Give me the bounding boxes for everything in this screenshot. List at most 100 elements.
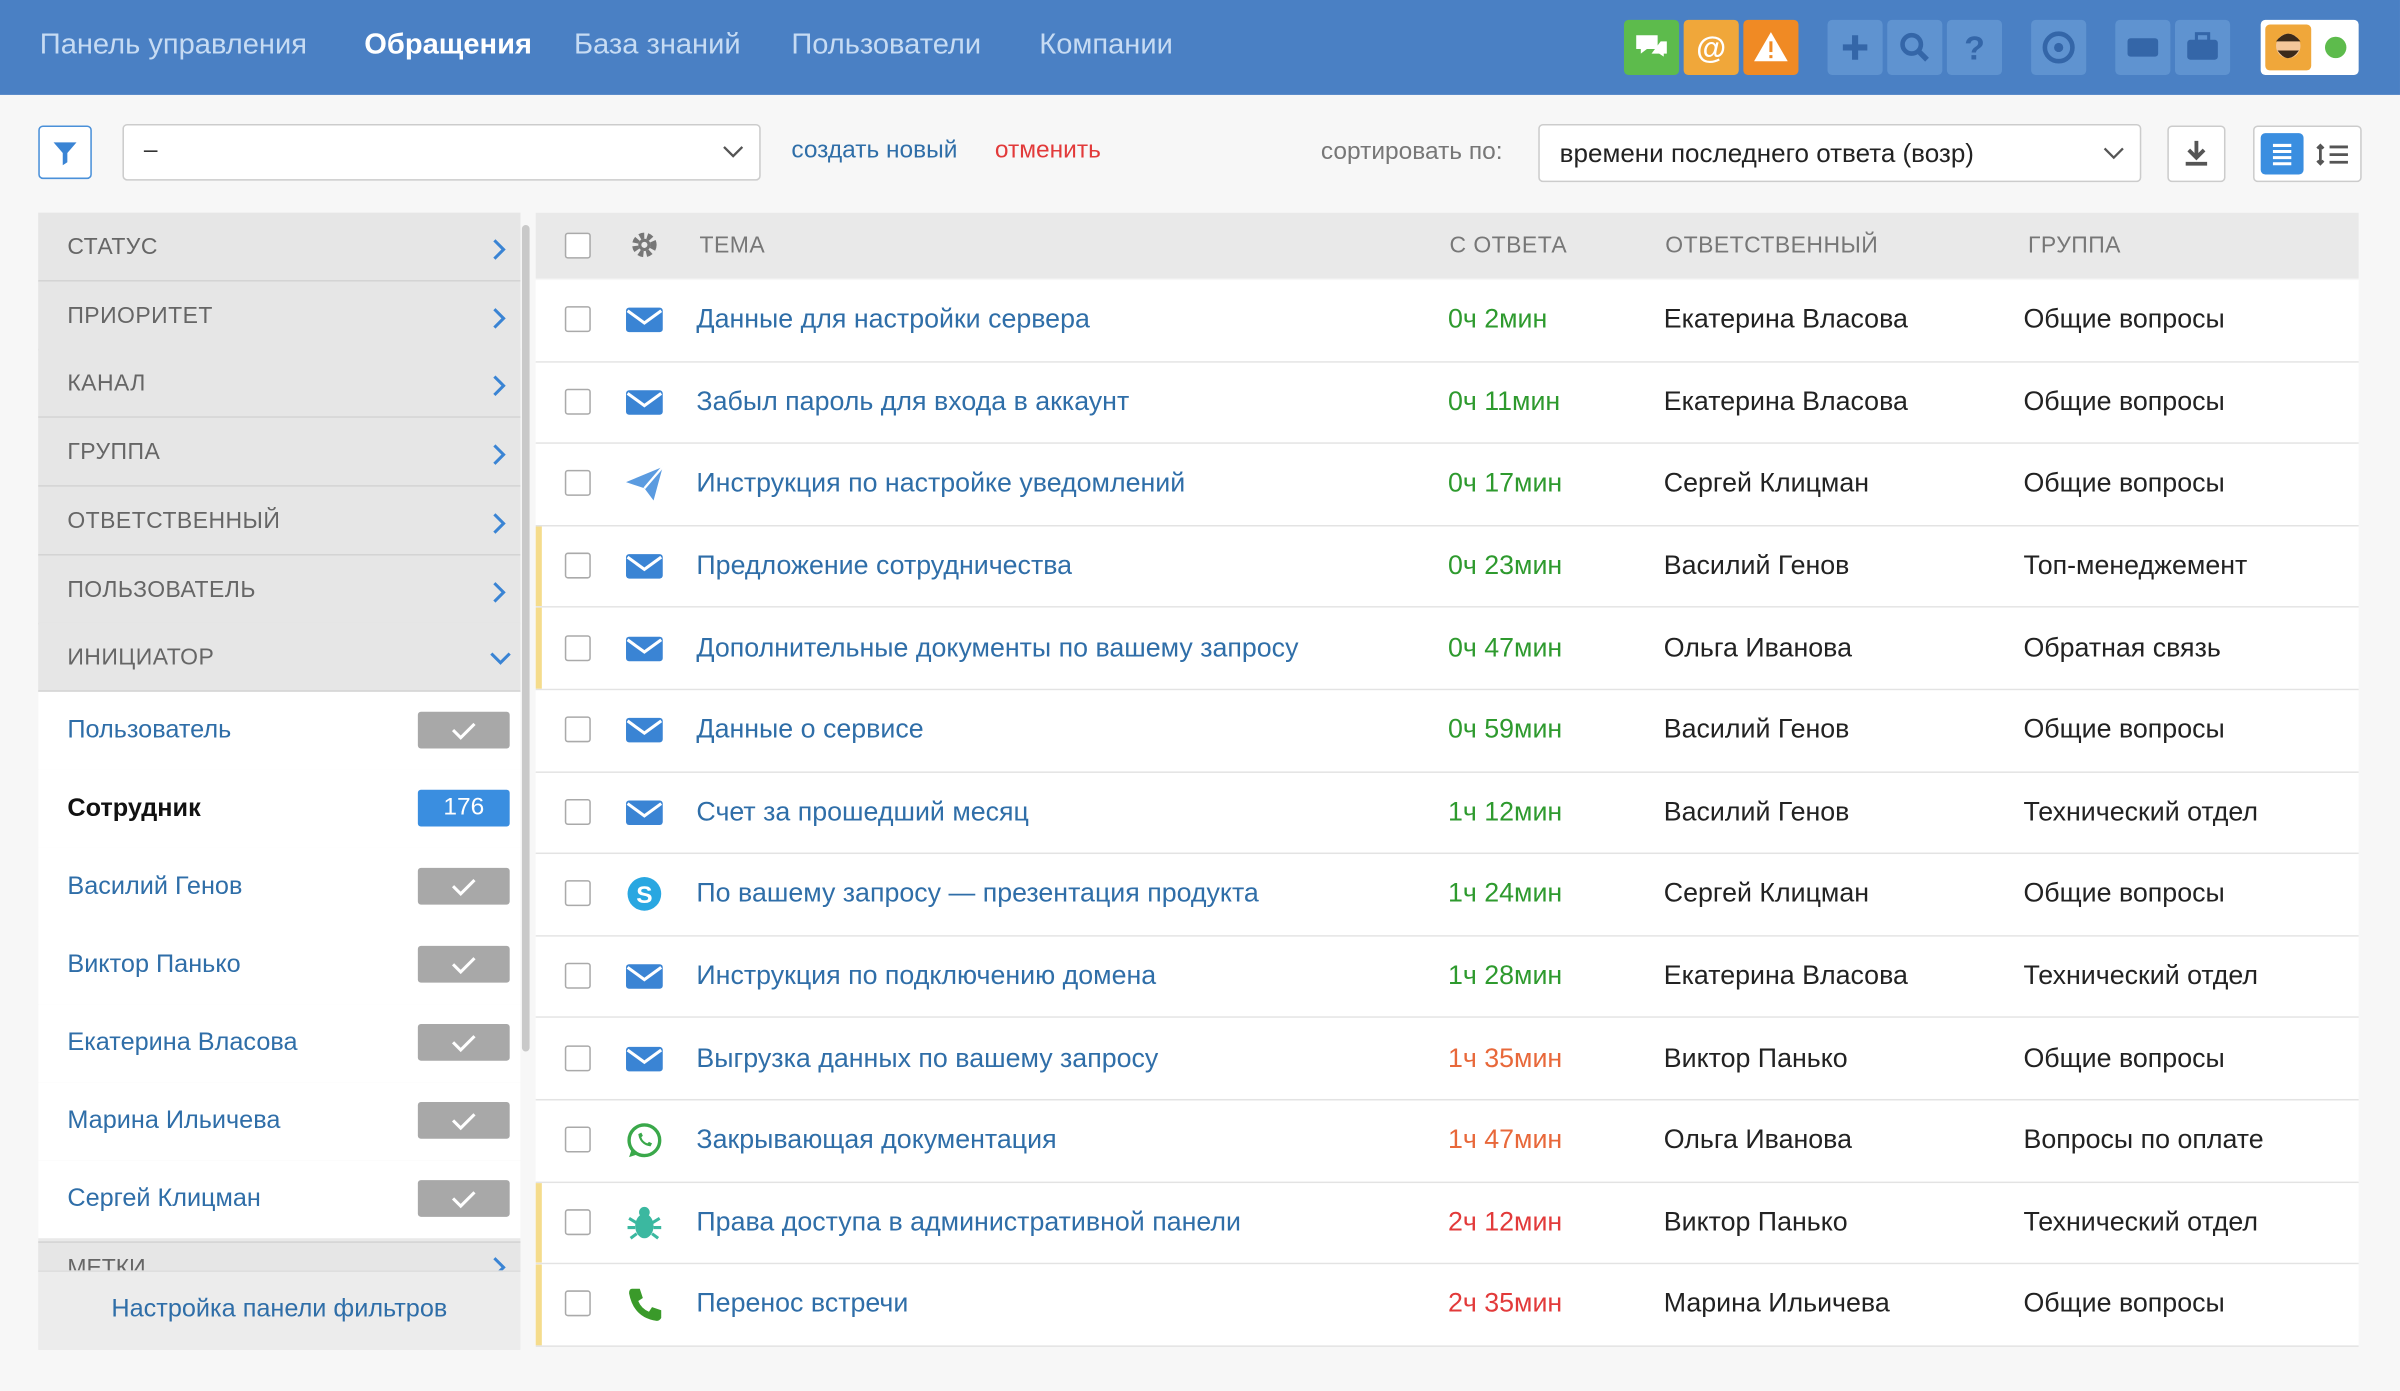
assignee: Екатерина Власова — [1663, 959, 1908, 991]
ticket-subject[interactable]: Права доступа в административной панели — [696, 1205, 1242, 1237]
nav-item[interactable]: Панель управления — [39, 29, 307, 62]
filter-option[interactable]: Марина Ильичева — [38, 1081, 521, 1161]
channel-icon — [624, 382, 664, 429]
filter-option[interactable]: Пользователь — [38, 691, 521, 770]
table-row[interactable]: Права доступа в административной панели 2… — [535, 1182, 2359, 1265]
row-checkbox[interactable] — [564, 306, 591, 333]
header-icon-button[interactable] — [2031, 19, 2087, 75]
icon — [626, 466, 664, 502]
icon — [627, 1206, 662, 1240]
column-header[interactable]: ОТВЕТСТВЕННЫЙ — [1665, 232, 1879, 259]
icon — [493, 581, 506, 602]
filter-option[interactable]: Виктор Панько — [38, 925, 521, 1004]
header-icon-button[interactable]: ? — [1946, 19, 2003, 75]
ticket-subject[interactable]: Инструкция по подключению домена — [696, 959, 1157, 991]
table-row[interactable]: Закрывающая документация 1ч 47мин Ольга Ив… — [535, 1100, 2359, 1183]
column-header[interactable]: С ОТВЕТА — [1449, 232, 1568, 259]
nav-item[interactable]: Компании — [1039, 29, 1173, 62]
table-row[interactable]: Дополнительные документы по вашему запро… — [535, 608, 2359, 691]
row-checkbox[interactable] — [564, 798, 591, 825]
header-icon-button[interactable] — [1887, 19, 1943, 75]
header-icon-button[interactable] — [2174, 19, 2231, 75]
nav-item[interactable]: База знаний — [573, 29, 741, 62]
row-checkbox[interactable] — [564, 880, 591, 907]
column-header[interactable]: ГРУППА — [2028, 232, 2121, 259]
header-icon-button[interactable] — [1743, 19, 1799, 75]
profile-button[interactable] — [2260, 19, 2359, 75]
table-row[interactable]: Данные о сервисе 0ч 59мин Василий Генов Общ… — [535, 690, 2359, 773]
option-check[interactable] — [417, 867, 510, 905]
row-checkbox[interactable] — [564, 634, 591, 661]
table-row[interactable]: S По вашему запросу — презентация продукт… — [535, 854, 2359, 937]
filter-section[interactable]: ОТВЕТСТВЕННЫЙ — [38, 486, 521, 556]
ticket-subject[interactable]: Забыл пароль для входа в аккаунт — [696, 385, 1130, 417]
table-row[interactable]: Выгрузка данных по вашему запросу 1ч 35ми… — [535, 1018, 2359, 1101]
channel-icon — [624, 300, 664, 347]
ticket-subject[interactable]: Инструкция по настройке уведомлений — [696, 467, 1186, 499]
settings-icon[interactable] — [631, 231, 659, 266]
nav-item[interactable]: Пользователи — [791, 29, 982, 62]
header-icon-button[interactable]: @ — [1683, 19, 1739, 75]
filter-section[interactable]: ПОЛЬЗОВАТЕЛЬ — [38, 554, 521, 624]
header-icon-button[interactable] — [1623, 19, 1680, 75]
table-row[interactable]: Перенос встречи 2ч 35мин Марина Ильичева Об… — [535, 1264, 2359, 1347]
ticket-subject[interactable]: Предложение сотрудничества — [696, 549, 1073, 581]
ticket-subject[interactable]: По вашему запросу — презентация продукта — [696, 877, 1259, 909]
row-checkbox[interactable] — [564, 716, 591, 743]
icon — [626, 308, 663, 333]
row-checkbox[interactable] — [564, 552, 591, 579]
table-row[interactable]: Предложение сотрудничества 0ч 23мин Васили… — [535, 526, 2359, 609]
row-checkbox[interactable] — [564, 962, 591, 989]
filter-section[interactable]: ИНИЦИАТОР — [38, 623, 521, 693]
filter-section[interactable]: СТАТУС — [38, 212, 521, 282]
table-row[interactable]: Забыл пароль для входа в аккаунт 0ч 11мин… — [535, 362, 2359, 445]
row-checkbox[interactable] — [564, 388, 591, 415]
select-all[interactable] — [564, 232, 591, 259]
create-link[interactable]: создать новый — [791, 137, 958, 164]
filter-footer[interactable]: Настройка панели фильтров — [38, 1270, 521, 1350]
nav-item[interactable]: Обращения — [364, 29, 532, 62]
row-checkbox[interactable] — [564, 470, 591, 497]
header-icon-button[interactable] — [1827, 19, 1883, 75]
cancel-link[interactable]: отменить — [994, 137, 1101, 164]
sort-select[interactable]: времени последнего ответа (возр) — [1538, 123, 2142, 183]
ticket-subject[interactable]: Данные о сервисе — [696, 713, 924, 745]
filter-section[interactable]: КАНАЛ — [38, 349, 521, 419]
filter-select[interactable]: – — [122, 123, 761, 181]
filter-option[interactable]: Сергей Клицман — [38, 1160, 521, 1239]
header-icon-button[interactable] — [2115, 19, 2171, 75]
time-since-reply: 1ч 24мин — [1447, 877, 1563, 909]
compact-icon[interactable] — [2313, 133, 2356, 174]
option-check[interactable] — [417, 1023, 510, 1061]
option-check[interactable] — [417, 1101, 510, 1139]
option-check[interactable] — [417, 1179, 510, 1217]
filter-button[interactable] — [38, 125, 92, 180]
ticket-subject[interactable]: Данные для настройки сервера — [696, 303, 1090, 335]
row-checkbox[interactable] — [564, 1044, 591, 1071]
table-row[interactable]: Счет за прошедший месяц 1ч 12мин Василий Г… — [535, 772, 2359, 855]
row-checkbox[interactable] — [564, 1126, 591, 1153]
list-view[interactable] — [2260, 133, 2304, 175]
table-row[interactable]: Инструкция по подключению домена 1ч 28мин… — [535, 936, 2359, 1019]
ticket-subject[interactable]: Закрывающая документация — [696, 1123, 1057, 1155]
view-toggle[interactable] — [2253, 125, 2362, 183]
ticket-subject[interactable]: Выгрузка данных по вашему запросу — [696, 1041, 1159, 1073]
option-check[interactable] — [417, 711, 510, 749]
table-row[interactable]: Данные для настройки сервера 0ч 2мин Екате… — [535, 280, 2359, 363]
chevron — [723, 146, 744, 158]
column-header[interactable]: ТЕМА — [699, 232, 766, 259]
icon — [451, 1034, 476, 1052]
row-checkbox[interactable] — [564, 1209, 591, 1236]
filter-section[interactable]: ПРИОРИТЕТ — [38, 281, 521, 351]
row-checkbox[interactable] — [564, 1291, 591, 1318]
ticket-subject[interactable]: Перенос встречи — [696, 1287, 909, 1319]
option-check[interactable] — [417, 945, 510, 983]
filter-option[interactable]: Сотрудник 176 — [38, 769, 521, 848]
ticket-subject[interactable]: Дополнительные документы по вашему запро… — [696, 631, 1299, 663]
download-button[interactable] — [2167, 125, 2226, 183]
filter-option[interactable]: Екатерина Власова — [38, 1003, 521, 1082]
filter-section[interactable]: ГРУППА — [38, 417, 521, 487]
ticket-subject[interactable]: Счет за прошедший месяц — [696, 795, 1029, 827]
table-row[interactable]: Инструкция по настройке уведомлений 0ч 17… — [535, 444, 2359, 527]
filter-option[interactable]: Василий Генов — [38, 847, 521, 926]
